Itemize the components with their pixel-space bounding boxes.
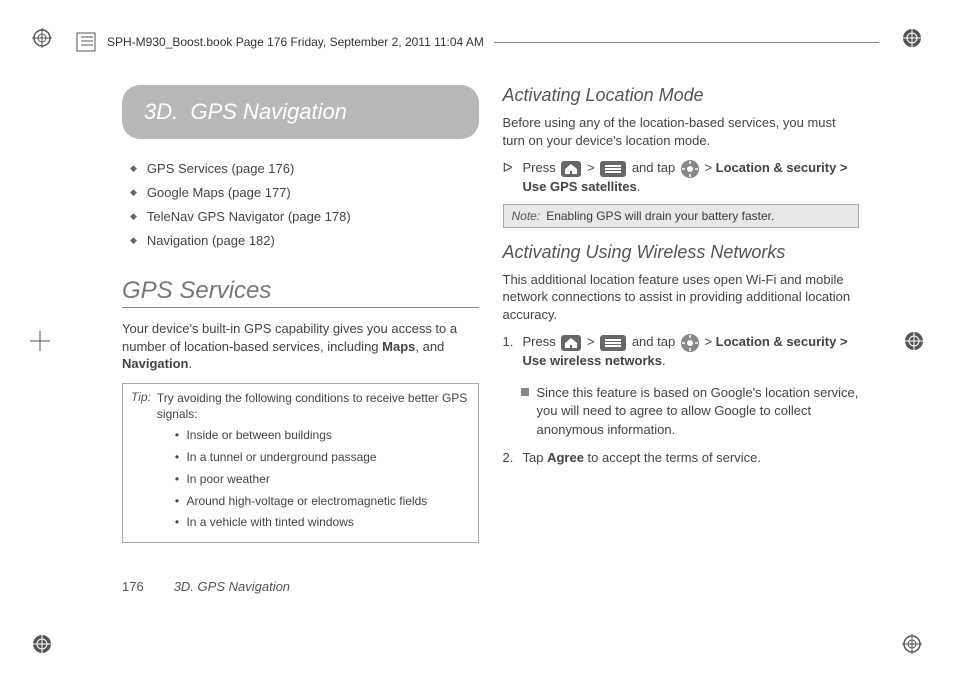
- step-location: ᐅ Press > and tap > Location & security …: [503, 159, 860, 196]
- section-heading-pill: 3D. GPS Navigation: [122, 85, 479, 139]
- step-wireless-1: 1. Press > and tap > Location & security…: [503, 333, 860, 370]
- tip-lead: Try avoiding the following conditions to…: [157, 391, 467, 422]
- sub-step-text: Since this feature is based on Google's …: [537, 384, 860, 439]
- toc-list: ◆GPS Services (page 176) ◆Google Maps (p…: [122, 161, 479, 257]
- settings-icon: [681, 160, 699, 178]
- crop-mark-right: [904, 331, 924, 351]
- footer-title: 3D. GPS Navigation: [174, 579, 290, 594]
- toc-item: ◆GPS Services (page 176): [130, 161, 479, 176]
- note-label: Note:: [512, 209, 541, 223]
- tip-item: Inside or between buildings: [175, 427, 470, 444]
- gps-intro: Your device's built-in GPS capability gi…: [122, 320, 479, 373]
- tip-item: In a vehicle with tinted windows: [175, 514, 470, 531]
- crop-mark-tr: [902, 28, 922, 48]
- crop-mark-tl: [32, 28, 72, 48]
- diamond-bullet: ◆: [130, 235, 137, 246]
- settings-icon: [681, 334, 699, 352]
- h1-rule: [122, 307, 479, 308]
- page-number: 176: [122, 579, 144, 594]
- activating-location-intro: Before using any of the location-based s…: [503, 114, 860, 149]
- toc-item: ◆TeleNav GPS Navigator (page 178): [130, 209, 479, 224]
- h2-activating-location: Activating Location Mode: [503, 85, 860, 106]
- home-key-icon: [561, 335, 581, 351]
- activating-wireless-intro: This additional location feature uses op…: [503, 271, 860, 324]
- header-text: SPH-M930_Boost.book Page 176 Friday, Sep…: [107, 35, 484, 49]
- toc-item: ◆Google Maps (page 177): [130, 185, 479, 200]
- diamond-bullet: ◆: [130, 211, 137, 222]
- h1-gps-services: GPS Services: [122, 277, 479, 305]
- header-rule: [494, 42, 879, 43]
- note-text: Enabling GPS will drain your battery fas…: [546, 209, 774, 223]
- section-title: GPS Navigation: [190, 99, 347, 124]
- right-column: Activating Location Mode Before using an…: [503, 85, 860, 607]
- tip-label: Tip:: [131, 390, 151, 404]
- crop-mark-bl: [32, 634, 52, 654]
- crop-cross-left: [30, 331, 50, 351]
- diamond-bullet: ◆: [130, 163, 137, 174]
- diamond-bullet: ◆: [130, 187, 137, 198]
- sub-step: Since this feature is based on Google's …: [521, 384, 860, 439]
- step-number: 2.: [503, 449, 517, 467]
- page-footer: 176 3D. GPS Navigation: [122, 579, 290, 594]
- toc-item: ◆Navigation (page 182): [130, 233, 479, 248]
- crop-mark-br: [882, 634, 922, 654]
- section-number: 3D.: [144, 99, 178, 124]
- tip-list: Inside or between buildings In a tunnel …: [157, 427, 470, 531]
- step-arrow-icon: ᐅ: [503, 159, 517, 177]
- square-bullet-icon: [521, 388, 529, 396]
- book-icon: [75, 31, 97, 53]
- home-key-icon: [561, 161, 581, 177]
- step-wireless-2: 2. Tap Agree to accept the terms of serv…: [503, 449, 860, 467]
- h2-activating-wireless: Activating Using Wireless Networks: [503, 242, 860, 263]
- menu-key-icon: [600, 335, 626, 351]
- tip-item: In poor weather: [175, 471, 470, 488]
- left-column: 3D. GPS Navigation ◆GPS Services (page 1…: [122, 85, 479, 607]
- note-callout: Note: Enabling GPS will drain your batte…: [503, 204, 860, 228]
- tip-callout: Tip: Try avoiding the following conditio…: [122, 383, 479, 544]
- menu-key-icon: [600, 161, 626, 177]
- tip-item: In a tunnel or underground passage: [175, 449, 470, 466]
- page-header: SPH-M930_Boost.book Page 176 Friday, Sep…: [75, 28, 879, 56]
- tip-item: Around high-voltage or electromagnetic f…: [175, 493, 470, 510]
- step-number: 1.: [503, 333, 517, 351]
